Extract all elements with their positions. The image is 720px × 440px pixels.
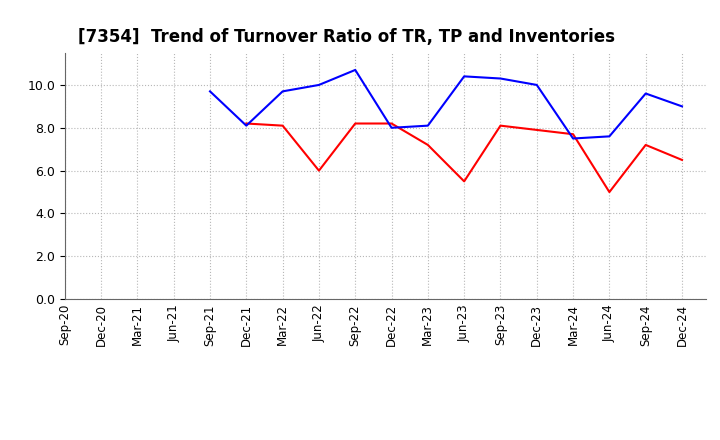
Trade Receivables bbox=[460, 179, 469, 184]
Trade Receivables bbox=[496, 123, 505, 128]
Trade Receivables bbox=[242, 121, 251, 126]
Trade Payables bbox=[605, 134, 613, 139]
Trade Payables bbox=[533, 82, 541, 88]
Trade Receivables bbox=[387, 121, 396, 126]
Trade Receivables bbox=[642, 142, 650, 147]
Trade Payables bbox=[206, 89, 215, 94]
Trade Receivables bbox=[569, 132, 577, 137]
Trade Payables bbox=[279, 89, 287, 94]
Trade Payables bbox=[423, 123, 432, 128]
Trade Payables bbox=[678, 104, 686, 109]
Trade Receivables bbox=[351, 121, 359, 126]
Trade Receivables bbox=[423, 142, 432, 147]
Line: Trade Receivables: Trade Receivables bbox=[246, 124, 682, 192]
Trade Payables bbox=[242, 123, 251, 128]
Line: Trade Payables: Trade Payables bbox=[210, 70, 682, 139]
Trade Receivables bbox=[605, 190, 613, 195]
Trade Receivables bbox=[315, 168, 323, 173]
Trade Payables bbox=[315, 82, 323, 88]
Trade Payables bbox=[460, 74, 469, 79]
Trade Receivables bbox=[678, 157, 686, 162]
Trade Payables bbox=[496, 76, 505, 81]
Trade Payables bbox=[642, 91, 650, 96]
Trade Receivables bbox=[279, 123, 287, 128]
Trade Payables bbox=[569, 136, 577, 141]
Trade Receivables bbox=[533, 127, 541, 132]
Trade Payables bbox=[387, 125, 396, 130]
Text: [7354]  Trend of Turnover Ratio of TR, TP and Inventories: [7354] Trend of Turnover Ratio of TR, TP… bbox=[78, 28, 615, 46]
Trade Payables bbox=[351, 67, 359, 73]
